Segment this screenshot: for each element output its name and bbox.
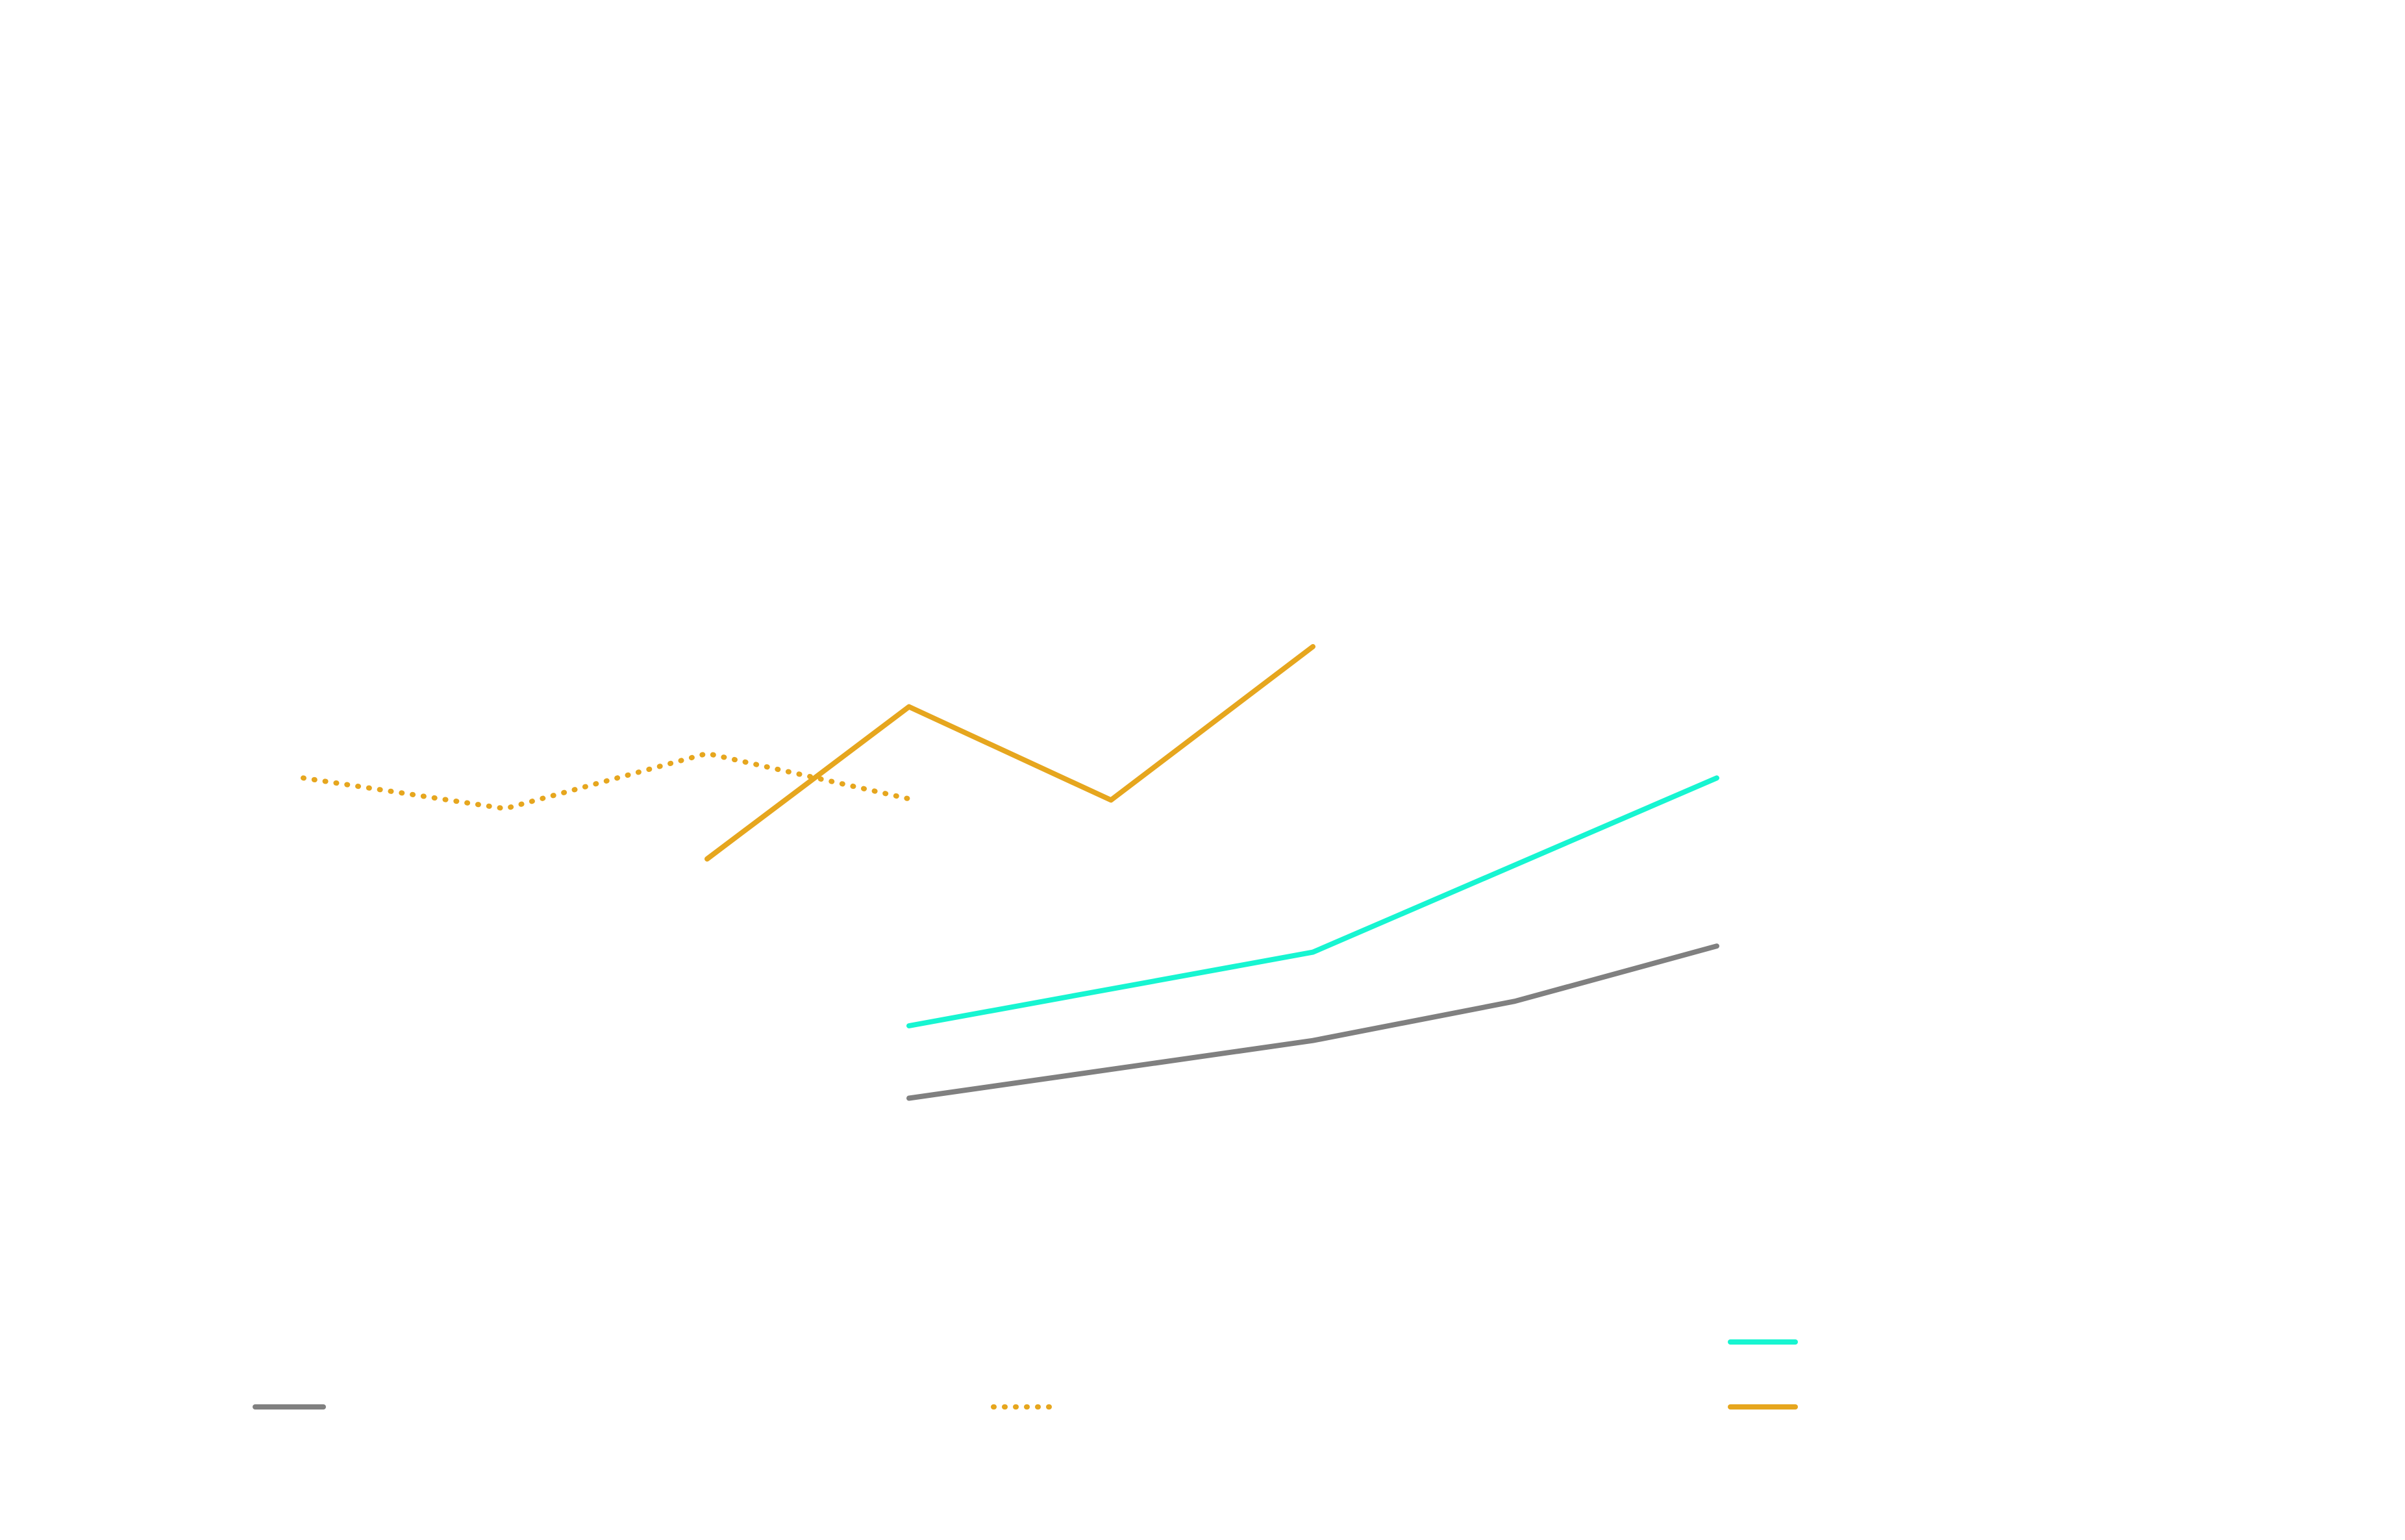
series-line-orange-solid [704,644,1315,862]
series-line-orange-dotted [301,751,912,812]
series-line-gray [906,943,1719,1101]
plot-area [301,644,1719,1101]
legend [253,1339,1798,1410]
series-line-cyan [906,775,1719,1028]
